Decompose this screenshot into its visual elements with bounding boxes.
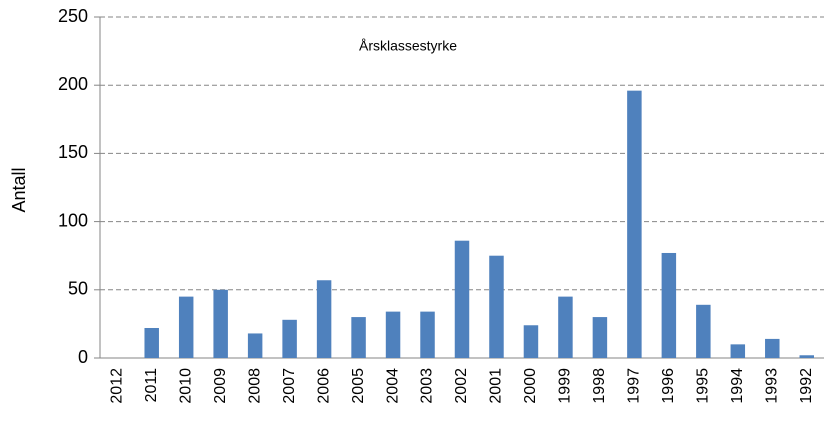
y-tick-label: 100: [58, 210, 88, 230]
bar: [316, 280, 332, 358]
x-tick-label: 1999: [557, 368, 574, 404]
x-tick-label: 1994: [729, 368, 746, 404]
x-tick-label: 1993: [764, 368, 781, 404]
x-tick-label: 1992: [798, 368, 815, 404]
y-axis-label: Antall: [9, 167, 29, 212]
bar: [178, 296, 194, 358]
bar: [247, 333, 263, 358]
x-tick-label: 2000: [522, 368, 539, 404]
x-tick-label: 2010: [177, 368, 194, 404]
bar: [282, 319, 297, 358]
x-tick-label: 1996: [660, 368, 677, 404]
bar: [489, 255, 504, 358]
y-tick-label: 50: [68, 279, 88, 299]
bar: [454, 240, 470, 358]
x-tick-label: 2009: [212, 368, 229, 404]
bar: [696, 304, 711, 358]
chart-title: Årsklassestyrke: [359, 38, 457, 54]
x-tick-label: 2002: [453, 368, 470, 404]
y-tick-label: 250: [58, 6, 88, 26]
x-tick-label: 2004: [384, 368, 401, 404]
x-tick-label: 2008: [246, 368, 263, 404]
y-tick-label: 200: [58, 74, 88, 94]
x-tick-label: 2005: [350, 368, 367, 404]
bar: [351, 317, 366, 358]
x-tick-label: 2012: [108, 368, 125, 404]
bar: [799, 355, 815, 358]
y-tick-label: 0: [78, 347, 88, 367]
x-tick-label: 2007: [281, 368, 298, 404]
bar: [420, 311, 435, 358]
x-tick-label: 1998: [591, 368, 608, 404]
bar: [144, 327, 159, 358]
bar: [558, 296, 573, 358]
x-tick-label: 2011: [143, 368, 160, 403]
bar: [523, 325, 539, 358]
bar: [765, 338, 780, 358]
bar: [385, 311, 401, 358]
bar: [730, 344, 746, 358]
x-tick-label: 1995: [695, 368, 712, 404]
x-tick-label: 2006: [315, 368, 332, 404]
x-tick-label: 2001: [488, 368, 505, 404]
bar: [661, 252, 677, 358]
bar: [627, 90, 642, 358]
x-tick-label: 1997: [626, 368, 643, 404]
x-tick-label: 2003: [419, 368, 436, 404]
bar: [213, 289, 228, 358]
bar: [592, 317, 608, 358]
y-tick-label: 150: [58, 142, 88, 162]
